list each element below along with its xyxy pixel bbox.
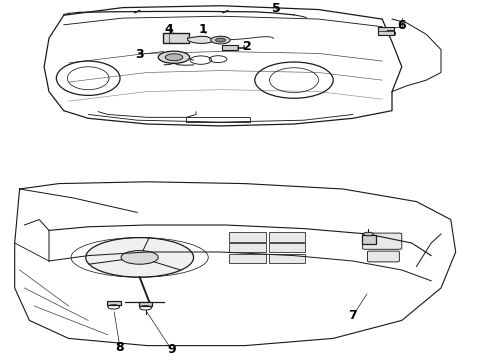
Text: 5: 5 bbox=[272, 2, 281, 15]
Circle shape bbox=[165, 54, 183, 61]
FancyBboxPatch shape bbox=[362, 235, 376, 244]
Text: 4: 4 bbox=[165, 23, 173, 36]
Circle shape bbox=[158, 51, 190, 63]
FancyBboxPatch shape bbox=[368, 251, 399, 262]
FancyBboxPatch shape bbox=[229, 254, 266, 263]
Circle shape bbox=[211, 36, 230, 44]
Text: 2: 2 bbox=[243, 40, 252, 53]
Circle shape bbox=[86, 238, 194, 277]
FancyBboxPatch shape bbox=[139, 302, 152, 306]
FancyBboxPatch shape bbox=[269, 232, 305, 242]
FancyBboxPatch shape bbox=[107, 301, 121, 305]
FancyBboxPatch shape bbox=[269, 243, 305, 252]
Polygon shape bbox=[188, 36, 213, 43]
Text: 6: 6 bbox=[397, 19, 406, 32]
FancyBboxPatch shape bbox=[269, 254, 305, 263]
Text: 8: 8 bbox=[116, 341, 124, 354]
FancyBboxPatch shape bbox=[363, 233, 402, 249]
FancyBboxPatch shape bbox=[229, 243, 266, 252]
Circle shape bbox=[364, 232, 373, 236]
FancyBboxPatch shape bbox=[222, 45, 238, 50]
FancyBboxPatch shape bbox=[163, 33, 189, 43]
Text: 9: 9 bbox=[167, 343, 176, 356]
Text: 3: 3 bbox=[135, 48, 144, 61]
Circle shape bbox=[216, 38, 225, 42]
FancyBboxPatch shape bbox=[229, 232, 266, 242]
FancyBboxPatch shape bbox=[378, 27, 394, 35]
Text: 7: 7 bbox=[348, 309, 357, 323]
Circle shape bbox=[121, 251, 158, 264]
Text: 1: 1 bbox=[199, 23, 208, 36]
